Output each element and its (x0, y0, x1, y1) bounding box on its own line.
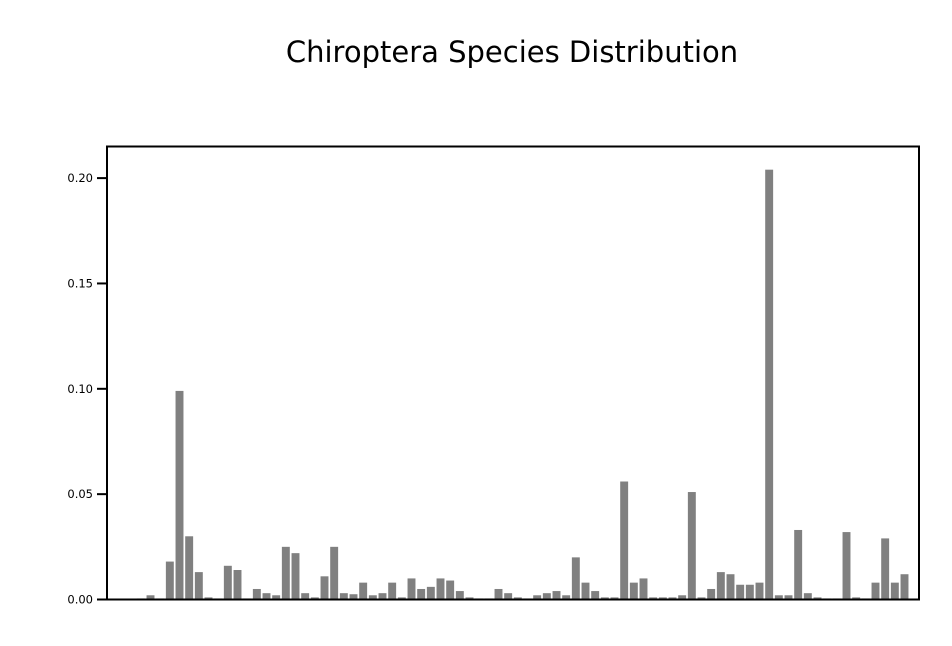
bar-42 (504, 593, 513, 600)
bar-5 (146, 595, 155, 600)
bar-62 (697, 597, 706, 600)
bar-54 (620, 481, 629, 600)
y-axis: 0.00 0.05 0.10 0.15 0.20 (67, 171, 107, 607)
bar-56 (639, 578, 648, 600)
bar-18 (272, 595, 281, 600)
y-tick-label: 0.00 (67, 593, 93, 607)
bar-33 (417, 588, 426, 600)
bar-21 (301, 593, 310, 600)
bar-50 (581, 582, 590, 600)
bar-49 (571, 557, 580, 600)
bar-83 (900, 574, 909, 600)
bar-26 (349, 594, 358, 600)
bar-38 (465, 597, 474, 600)
bar-66 (736, 584, 745, 600)
bar-67 (745, 584, 754, 600)
bar-60 (678, 595, 687, 600)
bar-19 (281, 546, 290, 600)
bar-64 (716, 572, 725, 600)
bar-8 (175, 390, 184, 600)
bar-47 (552, 591, 561, 600)
bar-68 (755, 582, 764, 600)
bar-14 (233, 570, 242, 600)
bar-17 (262, 593, 271, 600)
bar-28 (368, 595, 377, 600)
bar-59 (668, 597, 677, 600)
bar-30 (388, 582, 397, 600)
bar-65 (726, 574, 735, 600)
bar-74 (813, 597, 822, 600)
bar-81 (881, 538, 890, 600)
y-tick-label: 0.20 (67, 171, 93, 185)
bar-25 (339, 593, 348, 600)
y-tick-label: 0.15 (67, 276, 93, 290)
bar-53 (610, 597, 619, 600)
bar-78 (852, 597, 861, 600)
bar-37 (455, 591, 464, 600)
bar-41 (494, 588, 503, 600)
bar-51 (591, 591, 600, 600)
y-tick-label: 0.10 (67, 382, 93, 396)
bar-71 (784, 595, 793, 600)
bar-27 (359, 582, 368, 600)
bar-46 (542, 593, 551, 600)
bar-34 (426, 586, 435, 600)
bar-55 (629, 582, 638, 600)
bar-29 (378, 593, 387, 600)
bar-31 (397, 597, 406, 600)
bar-61 (687, 492, 696, 600)
bar-13 (223, 565, 232, 600)
bar-36 (446, 580, 455, 600)
bar-10 (194, 572, 203, 600)
bar-22 (310, 597, 319, 600)
bar-16 (252, 588, 261, 600)
plot-frame (106, 145, 920, 601)
bar-72 (794, 529, 803, 600)
bar-48 (562, 595, 571, 600)
bar-77 (842, 532, 851, 600)
bar-82 (890, 582, 899, 600)
bar-45 (533, 595, 542, 600)
bar-58 (658, 597, 667, 600)
bar-73 (803, 593, 812, 600)
bar-32 (407, 578, 416, 600)
bar-11 (204, 597, 213, 600)
bar-57 (649, 597, 658, 600)
bar-9 (185, 536, 194, 600)
bar-70 (774, 595, 783, 600)
chart-title: Chiroptera Species Distribution (286, 35, 738, 69)
bar-63 (707, 588, 716, 600)
y-tick-label: 0.05 (67, 487, 93, 501)
bar-7 (165, 561, 174, 600)
bar-69 (765, 169, 774, 600)
bar-80 (871, 582, 880, 600)
bar-20 (291, 553, 300, 600)
bar-23 (320, 576, 329, 600)
bar-43 (513, 597, 522, 600)
bar-52 (600, 597, 609, 600)
bars-group (136, 169, 909, 600)
bar-35 (436, 578, 445, 600)
bar-24 (330, 546, 339, 600)
